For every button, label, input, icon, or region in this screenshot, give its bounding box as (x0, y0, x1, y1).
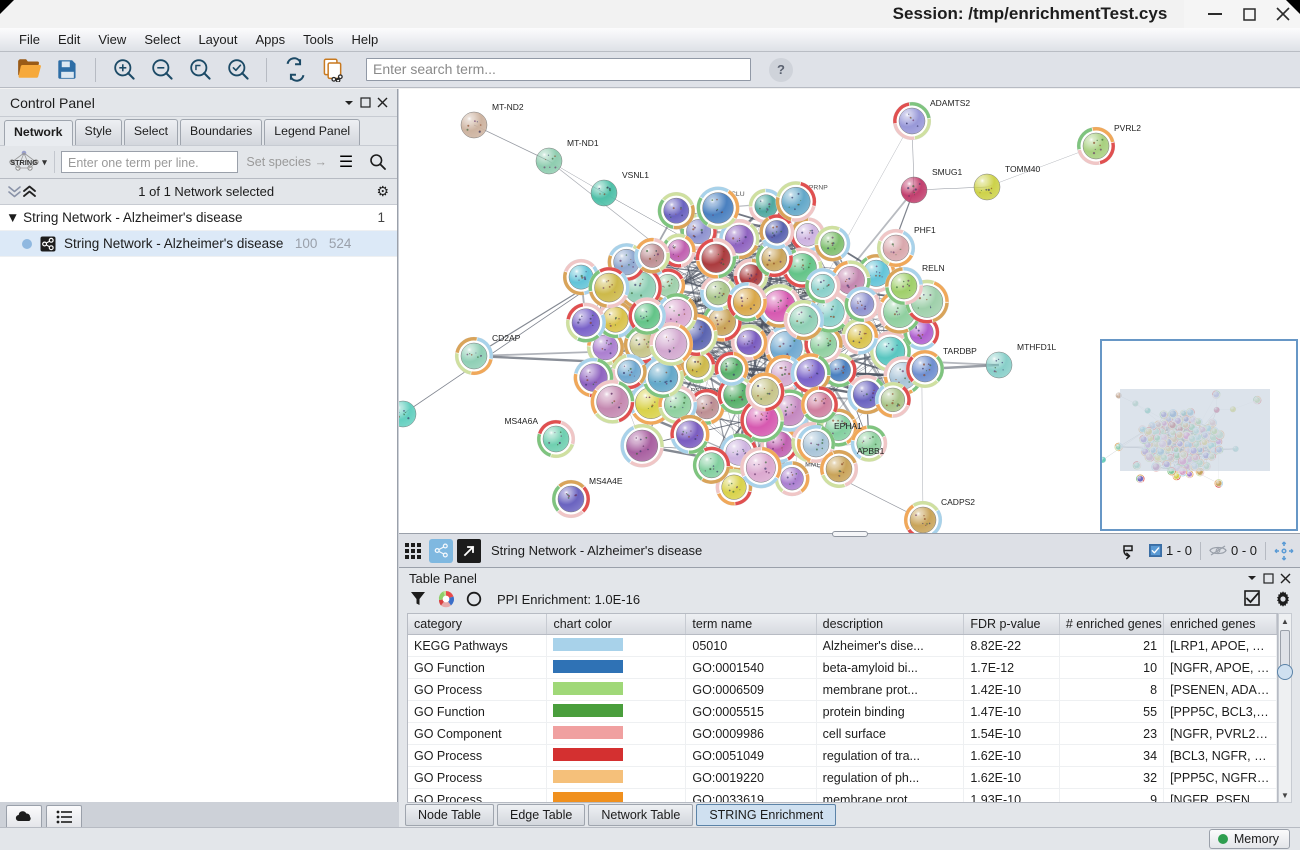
svg-text:VSNL1: VSNL1 (622, 170, 649, 180)
svg-text:MS4A4E: MS4A4E (589, 476, 623, 486)
svg-text:PVRL2: PVRL2 (1114, 123, 1141, 133)
svg-text:MS4A6A: MS4A6A (504, 416, 538, 426)
svg-text:APBB1: APBB1 (857, 446, 885, 456)
svg-text:RELN: RELN (922, 263, 945, 273)
svg-text:TOMM40: TOMM40 (1005, 164, 1041, 174)
svg-text:ADAMTS2: ADAMTS2 (930, 98, 970, 108)
svg-text:CD2AP: CD2AP (492, 333, 521, 343)
svg-text:CADPS2: CADPS2 (941, 497, 975, 507)
svg-text:MT-ND2: MT-ND2 (492, 102, 524, 112)
svg-text:SMUG1: SMUG1 (932, 167, 963, 177)
svg-text:MTHFD1L: MTHFD1L (1017, 342, 1056, 352)
svg-text:TARDBP: TARDBP (943, 346, 977, 356)
svg-text:MT-ND1: MT-ND1 (567, 138, 599, 148)
svg-text:STRING: STRING (10, 158, 38, 167)
svg-text:EPHA1: EPHA1 (834, 421, 862, 431)
svg-text:PHF1: PHF1 (914, 225, 936, 235)
